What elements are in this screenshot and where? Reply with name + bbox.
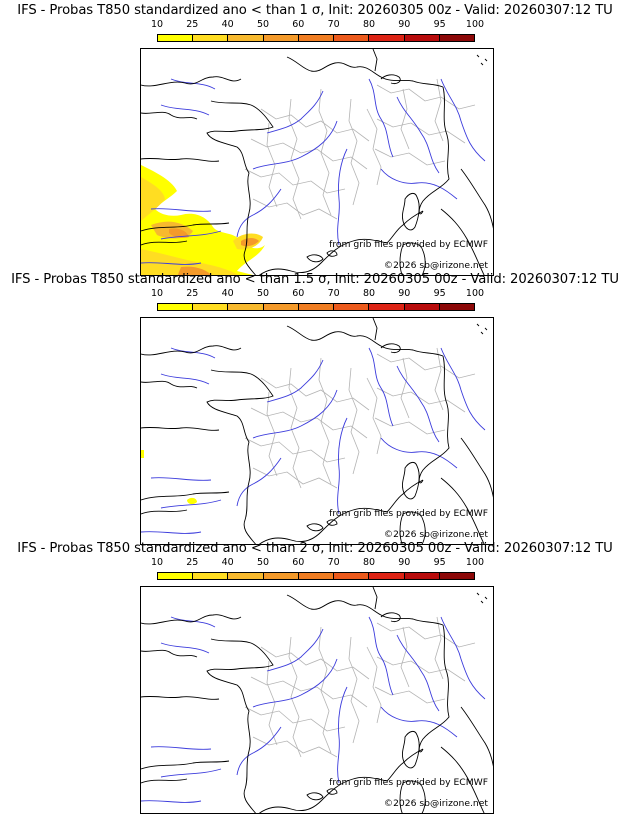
- colorbar-swatch: [404, 573, 440, 579]
- source-credit: from grib files provided by ECMWF: [329, 239, 488, 250]
- colorbar-swatch: [369, 304, 405, 310]
- map-panel-2: IFS - Probas T850 standardized ano < tha…: [0, 269, 630, 545]
- tick-label: 10: [150, 557, 164, 568]
- colorbar-ticks: 10 25 40 50 60 70 80 90 95 100: [151, 557, 484, 569]
- tick-label: 95: [433, 288, 446, 299]
- tick-label: 70: [327, 19, 340, 30]
- colorbar-swatch: [298, 304, 335, 310]
- tick-label: 70: [327, 557, 340, 568]
- tick-label: 25: [186, 19, 199, 30]
- probability-field: [141, 450, 197, 505]
- map-panel-3: IFS - Probas T850 standardized ano < tha…: [0, 538, 630, 814]
- tick-label: 10: [150, 19, 164, 30]
- colorbar-swatch: [193, 304, 229, 310]
- colorbar-swatch: [334, 304, 370, 310]
- colorbar-swatch: [228, 304, 264, 310]
- colorbar-swatch: [298, 573, 335, 579]
- colorbar: [157, 303, 475, 311]
- tick-label: 10: [150, 288, 164, 299]
- colorbar: [157, 34, 475, 42]
- map-frame: from grib files provided by ECMWF ©2026 …: [140, 48, 494, 276]
- tick-label: 50: [256, 19, 270, 30]
- copyright-credit: ©2026 sb@irizone.net: [383, 798, 488, 809]
- colorbar-ticks: 10 25 40 50 60 70 80 90 95 100: [151, 19, 484, 31]
- probability-field: [141, 165, 265, 275]
- colorbar-ticks: 10 25 40 50 60 70 80 90 95 100: [151, 288, 484, 300]
- tick-label: 90: [398, 19, 411, 30]
- tick-label: 70: [327, 288, 340, 299]
- tick-label: 40: [221, 19, 234, 30]
- map-svg: [141, 49, 493, 275]
- colorbar-swatch: [334, 35, 370, 41]
- tick-label: 100: [465, 557, 485, 568]
- tick-label: 95: [433, 19, 446, 30]
- colorbar-swatch: [369, 573, 405, 579]
- colorbar-swatch: [263, 35, 299, 41]
- tick-label: 80: [362, 288, 376, 299]
- tick-label: 40: [221, 288, 234, 299]
- map-frame: from grib files provided by ECMWF ©2026 …: [140, 317, 494, 545]
- copyright-credit: ©2026 sb@irizone.net: [383, 529, 488, 540]
- map-svg: [141, 318, 493, 544]
- colorbar-swatch: [158, 304, 194, 310]
- colorbar-swatch: [228, 35, 264, 41]
- colorbar-swatch: [404, 35, 440, 41]
- source-credit: from grib files provided by ECMWF: [329, 777, 488, 788]
- tick-label: 25: [186, 288, 199, 299]
- tick-label: 40: [221, 557, 234, 568]
- colorbar: [157, 572, 475, 580]
- colorbar-swatch: [439, 35, 474, 41]
- tick-label: 80: [362, 19, 376, 30]
- tick-label: 90: [398, 557, 411, 568]
- colorbar-swatch: [263, 304, 299, 310]
- tick-label: 60: [292, 288, 305, 299]
- tick-label: 60: [292, 19, 305, 30]
- colorbar-swatch: [334, 573, 370, 579]
- tick-label: 60: [292, 557, 305, 568]
- colorbar-swatch: [298, 35, 335, 41]
- colorbar-swatch: [193, 35, 229, 41]
- panel-title: IFS - Probas T850 standardized ano < tha…: [17, 541, 613, 556]
- colorbar-swatch: [158, 573, 194, 579]
- tick-label: 50: [256, 288, 270, 299]
- colorbar-swatch: [228, 573, 264, 579]
- panel-title: IFS - Probas T850 standardized ano < tha…: [17, 3, 613, 18]
- source-credit: from grib files provided by ECMWF: [329, 508, 488, 519]
- tick-label: 50: [256, 557, 270, 568]
- panel-title: IFS - Probas T850 standardized ano < tha…: [11, 272, 619, 287]
- copyright-credit: ©2026 sb@irizone.net: [383, 260, 488, 271]
- colorbar-swatch: [369, 35, 405, 41]
- colorbar-swatch: [158, 35, 194, 41]
- tick-label: 25: [186, 557, 199, 568]
- tick-label: 80: [362, 557, 376, 568]
- colorbar-swatch: [439, 573, 474, 579]
- colorbar-swatch: [439, 304, 474, 310]
- map-frame: from grib files provided by ECMWF ©2026 …: [140, 586, 494, 814]
- tick-label: 100: [465, 288, 485, 299]
- colorbar-swatch: [263, 573, 299, 579]
- tick-label: 95: [433, 557, 446, 568]
- tick-label: 90: [398, 288, 411, 299]
- tick-label: 100: [465, 19, 485, 30]
- colorbar-swatch: [404, 304, 440, 310]
- colorbar-swatch: [193, 573, 229, 579]
- map-panel-1: IFS - Probas T850 standardized ano < tha…: [0, 0, 630, 276]
